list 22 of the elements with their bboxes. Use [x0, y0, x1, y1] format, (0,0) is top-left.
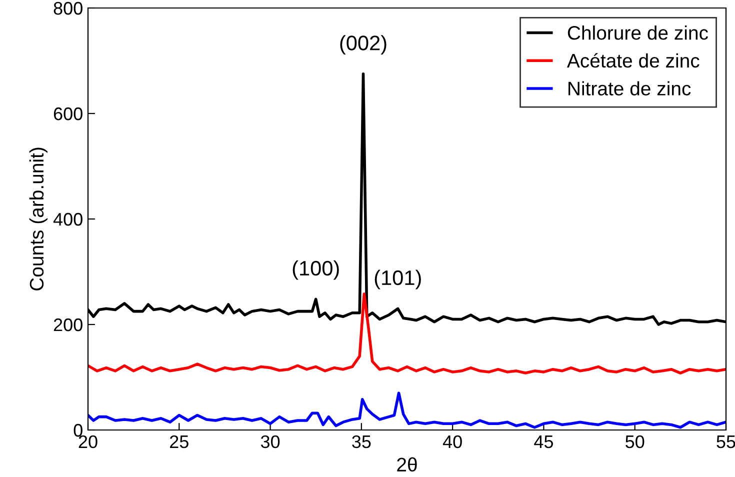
- annotation: (100): [292, 260, 339, 280]
- x-tick-label: 45: [534, 436, 553, 448]
- legend-label: Nitrate de zinc: [568, 81, 691, 96]
- annotation: (101): [374, 270, 421, 290]
- y-tick-label: 0: [74, 424, 82, 437]
- x-tick-label: 35: [352, 435, 371, 448]
- x-tick-label: 50: [626, 435, 644, 448]
- x-tick-label: 20: [78, 435, 98, 448]
- x-axis-title: 2θ: [397, 457, 417, 472]
- legend-label: Chlorure de zinc: [568, 26, 708, 40]
- annotation: (002): [340, 35, 386, 54]
- x-tick-label: 25: [170, 435, 188, 448]
- y-axis-title: Counts (arb.unit): [29, 148, 48, 290]
- y-tick-label: 400: [53, 212, 82, 226]
- y-tick-label: 800: [54, 2, 82, 15]
- legend-label: Acétate de zinc: [566, 53, 700, 68]
- line-series: [88, 292, 726, 374]
- x-tick-label: 40: [442, 435, 462, 448]
- y-tick-label: 600: [54, 107, 82, 120]
- y-tick-label: 200: [54, 318, 82, 332]
- x-tick-label: 55: [716, 436, 735, 448]
- x-tick-label: 30: [260, 435, 280, 448]
